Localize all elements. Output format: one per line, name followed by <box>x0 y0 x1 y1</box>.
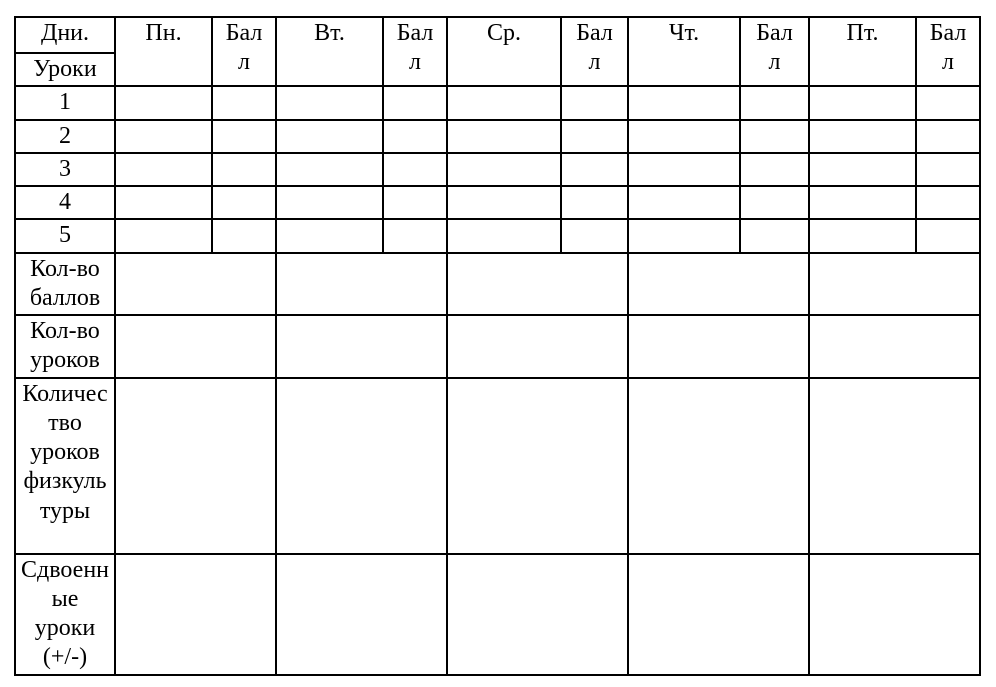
lesson-entry-cell[interactable] <box>114 218 213 254</box>
lesson-entry-cell[interactable] <box>114 151 213 188</box>
summary-entry-cell[interactable] <box>627 314 810 379</box>
score-header-label: Балл <box>929 20 967 76</box>
score-entry-cell[interactable] <box>560 151 629 188</box>
score-header-mon: Балл <box>211 15 277 88</box>
lesson-entry-cell[interactable] <box>627 118 741 154</box>
summary-entry-cell[interactable] <box>114 552 277 676</box>
score-header-tue: Балл <box>382 15 448 88</box>
corner-lessons-label: Уроки <box>14 51 116 88</box>
score-entry-cell[interactable] <box>739 185 810 221</box>
score-entry-cell[interactable] <box>739 118 810 154</box>
summary-entry-cell[interactable] <box>114 314 277 379</box>
day-header-mon: Пн. <box>114 15 213 88</box>
score-entry-cell[interactable] <box>739 218 810 254</box>
score-entry-cell[interactable] <box>915 118 981 154</box>
lesson-entry-cell[interactable] <box>446 118 562 154</box>
score-entry-cell[interactable] <box>211 118 277 154</box>
summary-entry-cell[interactable] <box>275 376 448 555</box>
score-entry-cell[interactable] <box>560 218 629 254</box>
summary-entry-cell[interactable] <box>808 376 981 555</box>
summary-label-points: Кол-во баллов <box>14 251 116 317</box>
score-entry-cell[interactable] <box>211 218 277 254</box>
lesson-number: 3 <box>14 151 116 188</box>
summary-entry-cell[interactable] <box>808 251 981 317</box>
score-entry-cell[interactable] <box>915 218 981 254</box>
summary-entry-cell[interactable] <box>446 376 629 555</box>
score-entry-cell[interactable] <box>382 85 448 121</box>
day-header-thu: Чт. <box>627 15 741 88</box>
lesson-entry-cell[interactable] <box>275 218 384 254</box>
lesson-entry-cell[interactable] <box>808 218 917 254</box>
score-entry-cell[interactable] <box>382 185 448 221</box>
lesson-number: 2 <box>14 118 116 154</box>
summary-entry-cell[interactable] <box>275 251 448 317</box>
score-entry-cell[interactable] <box>211 85 277 121</box>
summary-entry-cell[interactable] <box>275 552 448 676</box>
score-header-label: Балл <box>756 20 793 76</box>
lesson-entry-cell[interactable] <box>627 151 741 188</box>
score-entry-cell[interactable] <box>211 185 277 221</box>
lesson-entry-cell[interactable] <box>627 218 741 254</box>
day-header-tue: Вт. <box>275 15 384 88</box>
score-header-wed: Балл <box>560 15 629 88</box>
score-header-label: Балл <box>225 20 263 76</box>
summary-entry-cell[interactable] <box>446 251 629 317</box>
score-entry-cell[interactable] <box>211 151 277 188</box>
lesson-entry-cell[interactable] <box>275 118 384 154</box>
summary-entry-cell[interactable] <box>446 552 629 676</box>
lesson-entry-cell[interactable] <box>446 218 562 254</box>
score-entry-cell[interactable] <box>560 85 629 121</box>
summary-entry-cell[interactable] <box>627 251 810 317</box>
lesson-entry-cell[interactable] <box>114 118 213 154</box>
lesson-entry-cell[interactable] <box>446 151 562 188</box>
score-entry-cell[interactable] <box>915 185 981 221</box>
lesson-score-table: Дни. Пн. Балл Вт. Балл Ср. Балл Чт. Балл… <box>14 15 981 676</box>
lesson-entry-cell[interactable] <box>446 85 562 121</box>
lesson-number: 5 <box>14 218 116 254</box>
score-entry-cell[interactable] <box>382 218 448 254</box>
score-entry-cell[interactable] <box>382 118 448 154</box>
summary-entry-cell[interactable] <box>114 376 277 555</box>
lesson-entry-cell[interactable] <box>808 151 917 188</box>
score-entry-cell[interactable] <box>382 151 448 188</box>
lesson-entry-cell[interactable] <box>627 185 741 221</box>
summary-entry-cell[interactable] <box>627 552 810 676</box>
lesson-number: 1 <box>14 85 116 121</box>
summary-label-lessons: Кол-во уроков <box>14 314 116 379</box>
score-entry-cell[interactable] <box>560 118 629 154</box>
lesson-entry-cell[interactable] <box>808 118 917 154</box>
summary-entry-cell[interactable] <box>808 314 981 379</box>
corner-days-label: Дни. <box>14 16 116 54</box>
score-header-fri: Балл <box>915 15 981 88</box>
lesson-entry-cell[interactable] <box>114 85 213 121</box>
day-header-wed: Ср. <box>446 15 562 88</box>
score-entry-cell[interactable] <box>739 151 810 188</box>
lesson-entry-cell[interactable] <box>446 185 562 221</box>
lesson-entry-cell[interactable] <box>275 85 384 121</box>
score-header-label: Балл <box>396 20 434 76</box>
lesson-entry-cell[interactable] <box>114 185 213 221</box>
lesson-entry-cell[interactable] <box>808 185 917 221</box>
score-entry-cell[interactable] <box>915 151 981 188</box>
score-entry-cell[interactable] <box>560 185 629 221</box>
score-header-label: Балл <box>576 20 613 76</box>
lesson-number: 4 <box>14 185 116 221</box>
summary-label-pe-lessons: Количество уроков физкультуры <box>14 376 116 555</box>
summary-entry-cell[interactable] <box>275 314 448 379</box>
score-entry-cell[interactable] <box>739 85 810 121</box>
summary-entry-cell[interactable] <box>627 376 810 555</box>
summary-entry-cell[interactable] <box>446 314 629 379</box>
day-header-fri: Пт. <box>808 15 917 88</box>
lesson-entry-cell[interactable] <box>275 185 384 221</box>
lesson-entry-cell[interactable] <box>808 85 917 121</box>
summary-entry-cell[interactable] <box>114 251 277 317</box>
lesson-entry-cell[interactable] <box>627 85 741 121</box>
summary-entry-cell[interactable] <box>808 552 981 676</box>
score-entry-cell[interactable] <box>915 85 981 121</box>
lesson-entry-cell[interactable] <box>275 151 384 188</box>
summary-label-double-lessons: Сдвоенные уроки (+/-) <box>14 552 116 676</box>
score-header-thu: Балл <box>739 15 810 88</box>
